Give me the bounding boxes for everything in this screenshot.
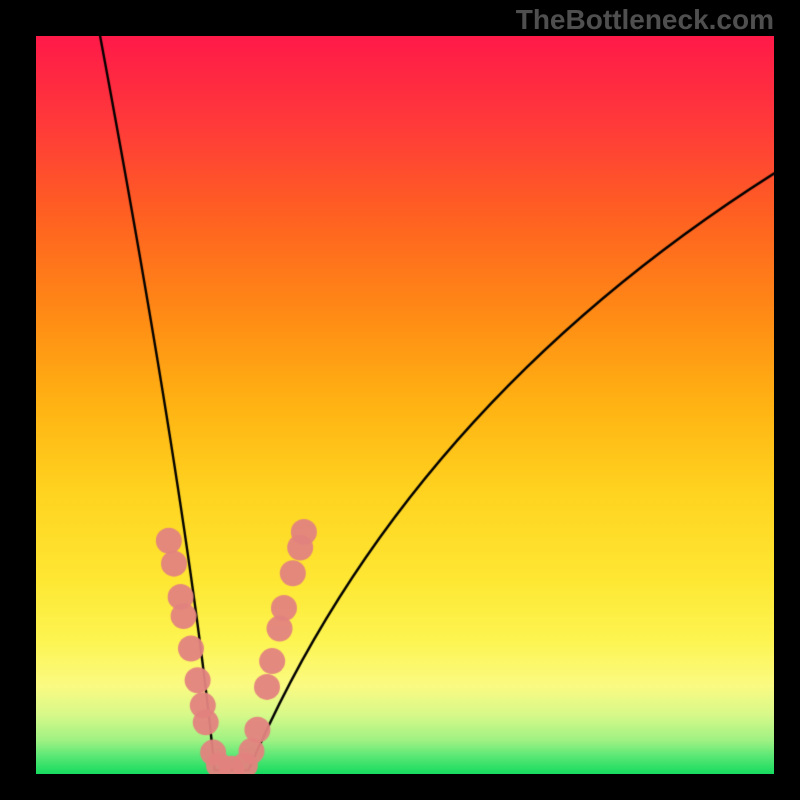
chart-container: TheBottleneck.com (0, 0, 800, 800)
plot-area (36, 36, 774, 774)
watermark-text: TheBottleneck.com (516, 4, 774, 36)
curve-and-markers-layer (36, 36, 774, 774)
